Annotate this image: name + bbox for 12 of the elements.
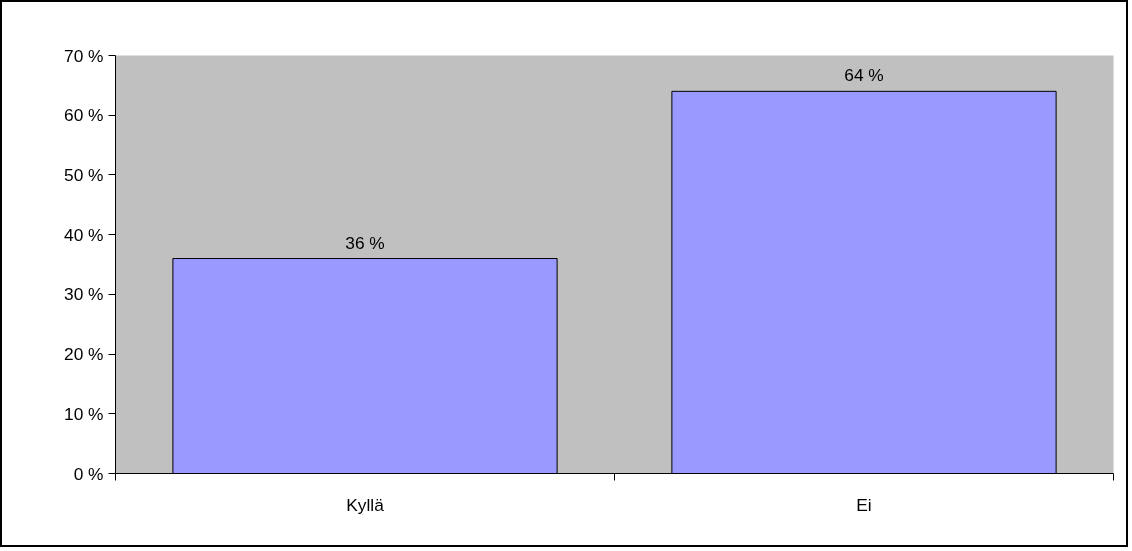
y-tick-label: 40 % bbox=[64, 224, 104, 245]
y-tick-label: 0 % bbox=[73, 463, 104, 484]
y-tick-label: 70 % bbox=[64, 45, 104, 66]
y-tick-label: 50 % bbox=[64, 164, 104, 185]
x-tick-label: Kyllä bbox=[346, 494, 385, 515]
x-tick-label: Ei bbox=[856, 494, 872, 515]
data-label: 64 % bbox=[844, 65, 884, 86]
y-tick-label: 30 % bbox=[64, 284, 104, 305]
data-label: 36 % bbox=[345, 232, 385, 253]
y-tick-label: 20 % bbox=[64, 344, 104, 365]
y-tick-label: 60 % bbox=[64, 105, 104, 126]
y-tick-label: 10 % bbox=[64, 403, 104, 424]
